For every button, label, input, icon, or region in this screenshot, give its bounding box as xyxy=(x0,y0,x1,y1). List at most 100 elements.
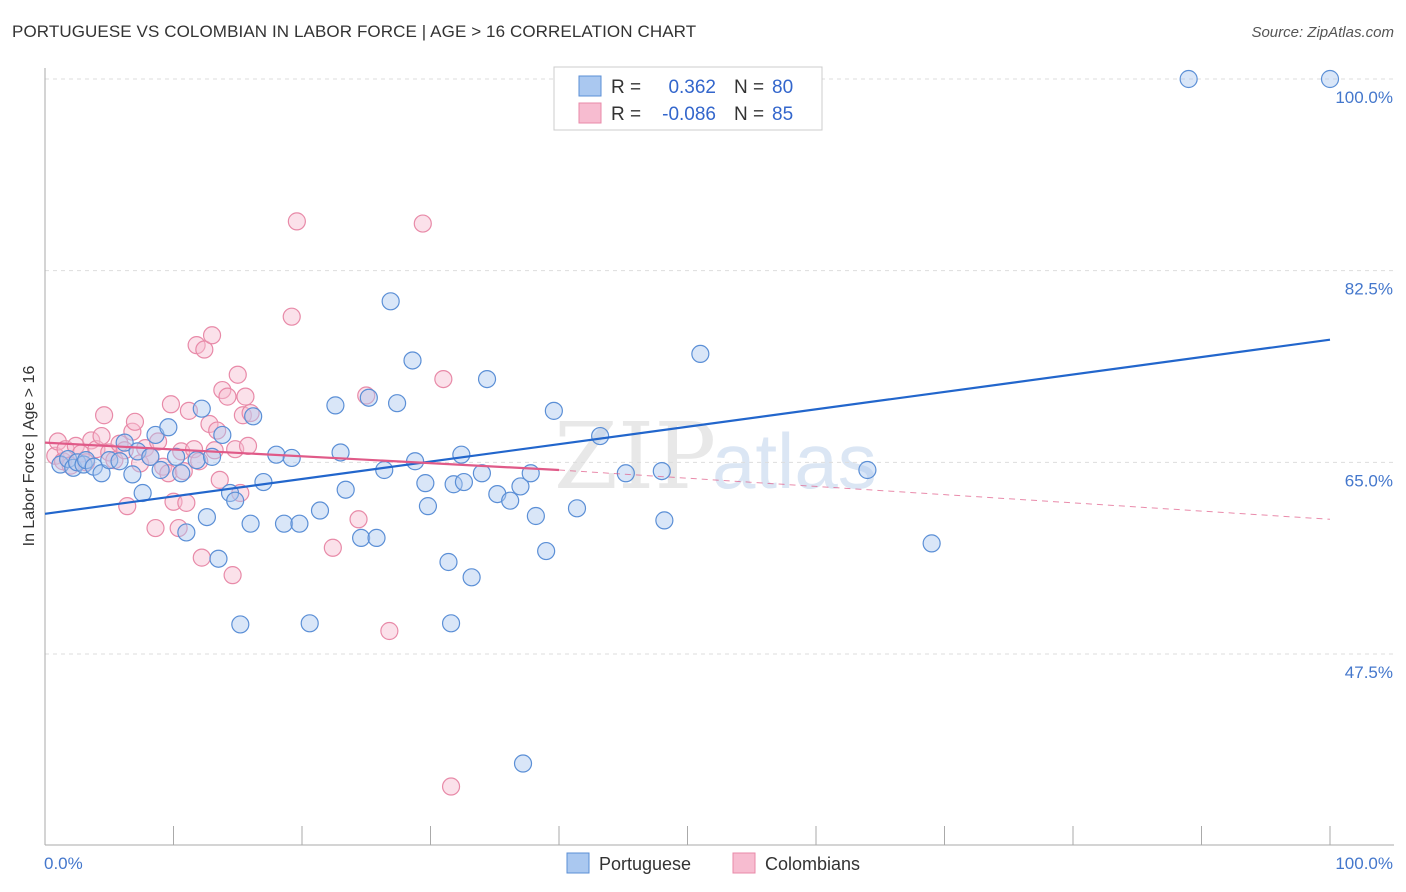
portuguese-point xyxy=(192,399,211,418)
portuguese-point xyxy=(166,447,186,466)
portuguese-point xyxy=(310,501,330,520)
colombians-point xyxy=(202,326,222,345)
portuguese-point xyxy=(381,292,400,311)
portuguese-point xyxy=(159,418,178,437)
portuguese-point xyxy=(403,351,422,370)
colombians-point xyxy=(92,426,111,446)
portuguese-point xyxy=(326,396,345,415)
y-tick-label: 100.0% xyxy=(1335,88,1393,107)
colombians-point xyxy=(236,387,255,406)
portuguese-point xyxy=(441,614,461,633)
portuguese-trend-line xyxy=(44,338,1331,515)
bottom-legend: Portuguese Colombians xyxy=(566,852,860,874)
portuguese-point xyxy=(501,491,520,510)
colombians-point xyxy=(174,461,193,481)
y-tick-label: 82.5% xyxy=(1345,280,1393,299)
portuguese-point xyxy=(254,472,273,492)
portuguese-point xyxy=(418,497,438,516)
portuguese-point xyxy=(274,514,294,533)
portuguese-point xyxy=(537,541,556,561)
colombians-point xyxy=(238,436,258,456)
portuguese-point xyxy=(1320,69,1340,89)
portuguese-point xyxy=(213,425,232,445)
colombians-point xyxy=(210,470,229,489)
portuguese-point xyxy=(290,514,309,533)
watermark-atlas: atlas xyxy=(712,417,877,505)
colombians-point xyxy=(195,340,214,359)
portuguese-point xyxy=(452,445,471,464)
portuguese-point xyxy=(616,464,635,483)
portuguese-point xyxy=(439,552,458,572)
portuguese-point xyxy=(300,614,319,633)
portuguese-point xyxy=(1179,69,1198,89)
portuguese-point xyxy=(922,534,941,553)
y-tick-label: 65.0% xyxy=(1345,471,1393,490)
colombians-point xyxy=(287,212,306,231)
portuguese-point xyxy=(110,452,129,471)
colombians-point xyxy=(95,406,114,425)
trend-lines xyxy=(44,338,1331,520)
colombians-trend-line xyxy=(44,441,560,472)
portuguese-point xyxy=(282,448,301,468)
portuguese-point xyxy=(367,528,386,548)
colombians-point xyxy=(413,214,432,233)
legend-r-value-colombians: -0.086 xyxy=(662,104,716,125)
portuguese-point xyxy=(416,474,435,493)
x-tick-label-max: 100.0% xyxy=(1335,854,1393,873)
colombians-point xyxy=(118,497,137,516)
colombians-point xyxy=(177,493,196,512)
portuguese-point xyxy=(226,491,245,510)
legend-r-value-portuguese: 0.362 xyxy=(668,77,716,98)
colombians-point xyxy=(223,566,242,585)
colombians-point xyxy=(441,777,461,796)
bottom-legend-colombians: Colombians xyxy=(765,854,860,874)
portuguese-point xyxy=(387,394,407,413)
legend: R = 0.362 N = 80 R = -0.086 N = 85 xyxy=(553,66,823,131)
portuguese-point xyxy=(513,754,533,773)
portuguese-point xyxy=(477,369,497,389)
y-tick-labels: 47.5% 65.0% 82.5% 100.0% xyxy=(1335,88,1393,682)
legend-n-value-colombians: 85 xyxy=(772,104,793,125)
portuguese-point xyxy=(172,464,191,483)
portuguese-point xyxy=(652,461,671,481)
portuguese-point xyxy=(244,407,263,426)
portuguese-point xyxy=(359,388,378,407)
colombians-point xyxy=(323,538,342,557)
colombians-point xyxy=(380,621,399,641)
colombians-point xyxy=(241,403,260,423)
portuguese-point xyxy=(591,426,610,446)
colombians-point xyxy=(146,518,165,538)
colombians-trend-extension xyxy=(558,469,1331,520)
portuguese-point xyxy=(472,464,491,483)
x-ticks xyxy=(44,826,1331,845)
portuguese-point xyxy=(177,523,196,542)
portuguese-point xyxy=(858,460,877,480)
legend-r-label-colombians: R = xyxy=(611,104,641,125)
portuguese-point xyxy=(331,443,350,462)
portuguese-point xyxy=(231,615,250,634)
colombians-point xyxy=(282,307,301,326)
colombians-point xyxy=(349,510,368,529)
chart-title: PORTUGUESE VS COLOMBIAN IN LABOR FORCE |… xyxy=(12,22,697,41)
portuguese-point xyxy=(187,451,206,470)
portuguese-point xyxy=(511,477,530,496)
y-axis-label: In Labor Force | Age > 16 xyxy=(21,366,38,547)
portuguese-point xyxy=(352,528,371,548)
portuguese-point xyxy=(544,401,563,420)
portuguese-point xyxy=(655,511,674,530)
portuguese-point xyxy=(209,549,228,568)
axes xyxy=(44,68,1394,846)
legend-n-label-portuguese: N = xyxy=(734,77,764,98)
portuguese-point xyxy=(375,460,394,480)
portuguese-point xyxy=(454,472,474,492)
bottom-legend-swatch-colombians xyxy=(732,852,756,874)
colombians-point xyxy=(161,395,181,414)
portuguese-point xyxy=(567,499,587,518)
colombians-point xyxy=(125,412,145,431)
colombians-point xyxy=(357,386,376,405)
legend-n-label-colombians: N = xyxy=(734,104,764,125)
source-label: Source: ZipAtlas.com xyxy=(1251,24,1394,41)
legend-swatch-colombians xyxy=(578,102,602,124)
x-tick-label-min: 0.0% xyxy=(44,854,83,873)
